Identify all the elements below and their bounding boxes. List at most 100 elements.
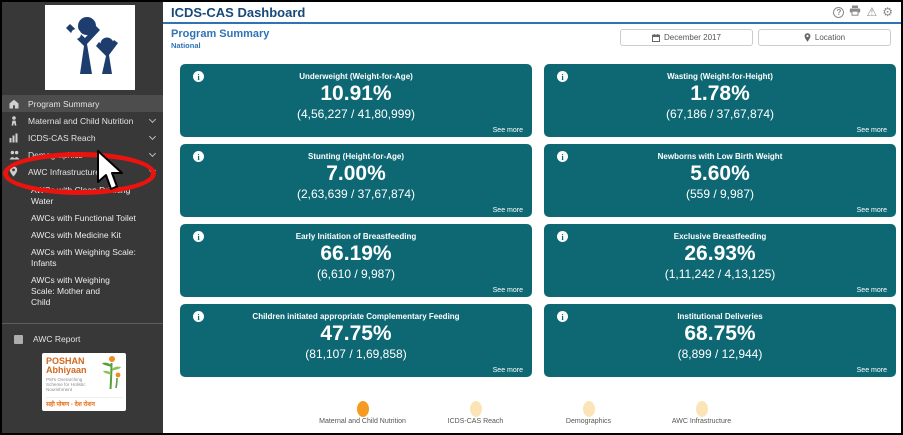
card-title: Exclusive Breastfeeding xyxy=(673,232,767,241)
card-fraction: (2,63,639 / 37,67,874) xyxy=(296,187,416,201)
pagination-dot[interactable] xyxy=(356,401,369,417)
card-percent: 68.75% xyxy=(684,322,756,345)
icds-logo-figures xyxy=(66,16,118,74)
card-fraction: (4,56,227 / 41,80,999) xyxy=(296,107,416,121)
see-more-link[interactable]: See more xyxy=(856,127,887,134)
chevron-down-icon xyxy=(148,132,157,140)
month-filter-button[interactable]: December 2017 xyxy=(620,29,753,46)
sidebar-divider xyxy=(2,323,163,324)
sidebar-item-label: Maternal and Child Nutrition xyxy=(28,115,134,126)
pagination-item-maternal-child-nutrition: Maternal and Child Nutrition xyxy=(306,401,419,425)
sidebar-menu: Program Summary Maternal and Child Nutri… xyxy=(2,95,163,411)
sidebar-item-awc-report[interactable]: AWC Report xyxy=(2,324,163,344)
sidebar-item-icds-cas-reach[interactable]: ICDS-CAS Reach xyxy=(2,129,163,146)
card-title: Institutional Deliveries xyxy=(677,312,763,321)
see-more-link[interactable]: See more xyxy=(492,207,523,214)
poshan-plant-figure-icon xyxy=(98,355,124,396)
card-wasting: i Wasting (Weight-for-Height) 1.78% (67,… xyxy=(544,64,896,137)
card-title: Children initiated appropriate Complemen… xyxy=(252,312,460,321)
top-bar-icons: ? ⚠ ⚙ xyxy=(833,5,901,19)
info-icon[interactable]: i xyxy=(193,231,204,242)
sidebar-subitem-medicine-kit[interactable]: AWCs with Medicine Kit xyxy=(31,230,121,240)
sidebar-item-program-summary[interactable]: Program Summary xyxy=(2,95,163,112)
bar-chart-icon xyxy=(9,132,20,143)
poshan-subtitle: PM's Overarching Scheme for Holistic Nou… xyxy=(46,377,86,393)
sidebar-item-label: Program Summary xyxy=(28,98,100,109)
section-pagination: Maternal and Child Nutrition ICDS-CAS Re… xyxy=(163,401,901,425)
pagination-item-demographics: Demographics xyxy=(532,401,645,425)
card-exclusive-breastfeeding: i Exclusive Breastfeeding 26.93% (1,11,2… xyxy=(544,224,896,297)
card-fraction: (559 / 9,987) xyxy=(685,187,755,201)
sidebar: Program Summary Maternal and Child Nutri… xyxy=(2,2,163,433)
sidebar-subitem-weighing-scale-mother-child[interactable]: AWCs with Weighing Scale: Mother and Chi… xyxy=(31,275,110,307)
card-title: Wasting (Weight-for-Height) xyxy=(667,72,773,81)
info-icon[interactable]: i xyxy=(557,231,568,242)
pagination-label: Demographics xyxy=(565,418,612,425)
pagination-dot[interactable] xyxy=(469,401,482,417)
pagination-dot[interactable] xyxy=(582,401,595,417)
see-more-link[interactable]: See more xyxy=(492,127,523,134)
card-early-initiation-breastfeeding: i Early Initiation of Breastfeeding 66.1… xyxy=(180,224,532,297)
card-fraction: (6,610 / 9,987) xyxy=(316,267,396,281)
map-marker-icon xyxy=(9,166,20,177)
info-icon[interactable]: i xyxy=(193,151,204,162)
card-underweight: i Underweight (Weight-for-Age) 10.91% (4… xyxy=(180,64,532,137)
see-more-link[interactable]: See more xyxy=(856,287,887,294)
pagination-item-icds-cas-reach: ICDS-CAS Reach xyxy=(419,401,532,425)
card-percent: 5.60% xyxy=(690,162,750,185)
poshan-abhiyaan-logo: POSHAN Abhiyaan PM's Overarching Scheme … xyxy=(42,353,126,411)
card-title: Newborns with Low Birth Weight xyxy=(657,152,783,161)
info-icon[interactable]: i xyxy=(193,311,204,322)
sidebar-item-maternal-child-nutrition[interactable]: Maternal and Child Nutrition xyxy=(2,112,163,129)
person-icon xyxy=(9,115,20,126)
sidebar-item-demographics[interactable]: Demographics xyxy=(2,146,163,163)
location-filter-button[interactable]: Location xyxy=(758,29,891,46)
location-filter-label: Location xyxy=(814,33,846,42)
card-fraction: (8,899 / 12,944) xyxy=(677,347,763,361)
card-percent: 26.93% xyxy=(684,242,756,265)
pagination-label: Maternal and Child Nutrition xyxy=(319,418,406,425)
sidebar-subitem-functional-toilet[interactable]: AWCs with Functional Toilet xyxy=(31,213,136,223)
pagination-dot[interactable] xyxy=(695,401,708,417)
card-institutional-deliveries: i Institutional Deliveries 68.75% (8,899… xyxy=(544,304,896,377)
see-more-link[interactable]: See more xyxy=(492,367,523,374)
card-percent: 47.75% xyxy=(320,322,392,345)
card-complementary-feeding: i Children initiated appropriate Complem… xyxy=(180,304,532,377)
awc-report-label: AWC Report xyxy=(33,334,81,344)
sidebar-subitem-weighing-scale-infants[interactable]: AWCs with Weighing Scale: Infants xyxy=(31,247,136,268)
see-more-link[interactable]: See more xyxy=(856,367,887,374)
card-title: Underweight (Weight-for-Age) xyxy=(299,72,413,81)
icds-logo xyxy=(45,5,135,90)
sub-header: Program Summary National December 2017 L… xyxy=(163,26,901,56)
kpi-cards-grid: i Underweight (Weight-for-Age) 10.91% (4… xyxy=(180,64,896,377)
info-icon[interactable]: i xyxy=(193,71,204,82)
help-icon[interactable]: ? xyxy=(833,6,845,18)
filter-buttons: December 2017 Location xyxy=(620,29,891,46)
info-icon[interactable]: i xyxy=(557,311,568,322)
see-more-link[interactable]: See more xyxy=(856,207,887,214)
page-title: Program Summary xyxy=(171,28,270,40)
card-title: Early Initiation of Breastfeeding xyxy=(295,232,417,241)
see-more-link[interactable]: See more xyxy=(492,287,523,294)
card-fraction: (67,186 / 37,67,874) xyxy=(665,107,775,121)
poshan-tagline: सही पोषण - देश रोशन xyxy=(46,396,123,408)
report-icon xyxy=(14,334,23,344)
info-icon[interactable]: i xyxy=(557,151,568,162)
pagination-item-awc-infrastructure: AWC Infrastructure xyxy=(645,401,758,425)
calendar-icon xyxy=(652,33,661,42)
card-percent: 66.19% xyxy=(320,242,392,265)
alert-icon[interactable]: ⚠ xyxy=(866,4,878,19)
print-icon[interactable] xyxy=(849,5,861,19)
sidebar-item-label: AWC Infrastructure xyxy=(28,166,100,177)
card-stunting: i Stunting (Height-for-Age) 7.00% (2,63,… xyxy=(180,144,532,217)
card-fraction: (1,11,242 / 4,13,125) xyxy=(664,267,776,281)
poshan-title-line2: Abhiyaan xyxy=(46,365,87,375)
sidebar-item-label: Demographics xyxy=(28,149,83,160)
info-icon[interactable]: i xyxy=(557,71,568,82)
location-pin-icon xyxy=(804,33,811,42)
settings-icon[interactable]: ⚙ xyxy=(882,4,893,19)
sidebar-subitem-clean-drinking-water[interactable]: AWCs with Clean Drinking Water xyxy=(31,185,131,206)
sidebar-item-awc-infrastructure[interactable]: AWC Infrastructure xyxy=(2,163,163,180)
pagination-label: ICDS-CAS Reach xyxy=(447,418,504,425)
top-bar: ICDS-CAS Dashboard ? ⚠ ⚙ xyxy=(163,2,901,24)
